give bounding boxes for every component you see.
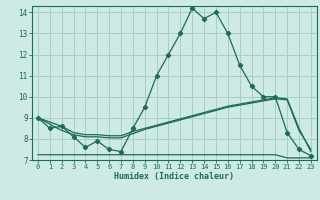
X-axis label: Humidex (Indice chaleur): Humidex (Indice chaleur) [115,172,234,181]
